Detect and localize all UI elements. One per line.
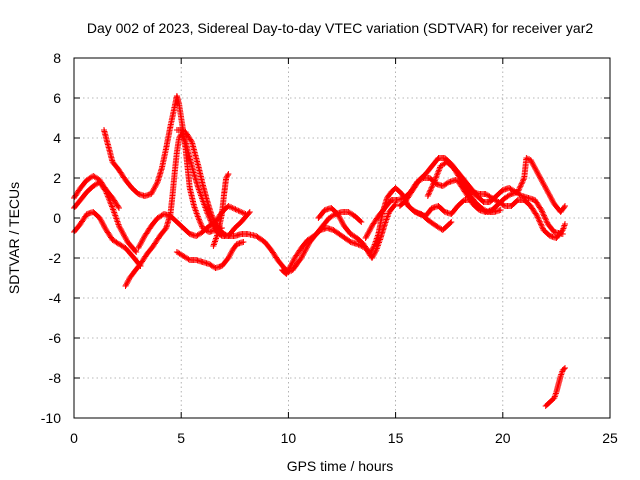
y-tick-label: 0 <box>53 210 61 226</box>
y-tick-label: -8 <box>49 370 62 386</box>
series-arc-9 <box>210 171 232 249</box>
series-arc-15 <box>456 155 568 215</box>
series-arc-5 <box>122 131 253 289</box>
series-arc-14 <box>424 159 568 241</box>
data-point-markers <box>210 171 232 249</box>
y-tick-label: -10 <box>41 410 61 426</box>
data-point-markers <box>403 197 474 219</box>
grid-lines <box>74 58 610 418</box>
series-arc-17 <box>542 365 568 409</box>
y-tick-label: -6 <box>49 330 62 346</box>
y-axis-label: SDTVAR / TECUs <box>6 182 22 294</box>
data-point-markers <box>542 365 568 409</box>
data-point-markers <box>424 159 568 241</box>
x-tick-label: 5 <box>177 430 185 446</box>
x-tick-label: 0 <box>70 430 78 446</box>
plot-frame <box>73 57 611 419</box>
data-point-markers <box>173 239 247 271</box>
y-tick-label: -4 <box>49 290 62 306</box>
y-tick-label: 6 <box>53 90 61 106</box>
data-point-markers <box>122 131 253 289</box>
series-arc-8 <box>173 239 247 271</box>
chart-title: Day 002 of 2023, Sidereal Day-to-day VTE… <box>87 20 593 36</box>
x-tick-label: 20 <box>495 430 511 446</box>
data-point-markers <box>456 155 568 215</box>
x-tick-label: 10 <box>281 430 297 446</box>
x-tick-label: 15 <box>388 430 404 446</box>
data-points <box>71 93 568 409</box>
y-tick-label: 2 <box>53 170 61 186</box>
x-axis-label: GPS time / hours <box>287 458 394 474</box>
x-tick-label: 25 <box>602 430 618 446</box>
y-tick-label: 4 <box>53 130 61 146</box>
y-tick-label: 8 <box>53 50 61 66</box>
series-arc-16 <box>403 197 474 219</box>
y-tick-label: -2 <box>49 250 62 266</box>
